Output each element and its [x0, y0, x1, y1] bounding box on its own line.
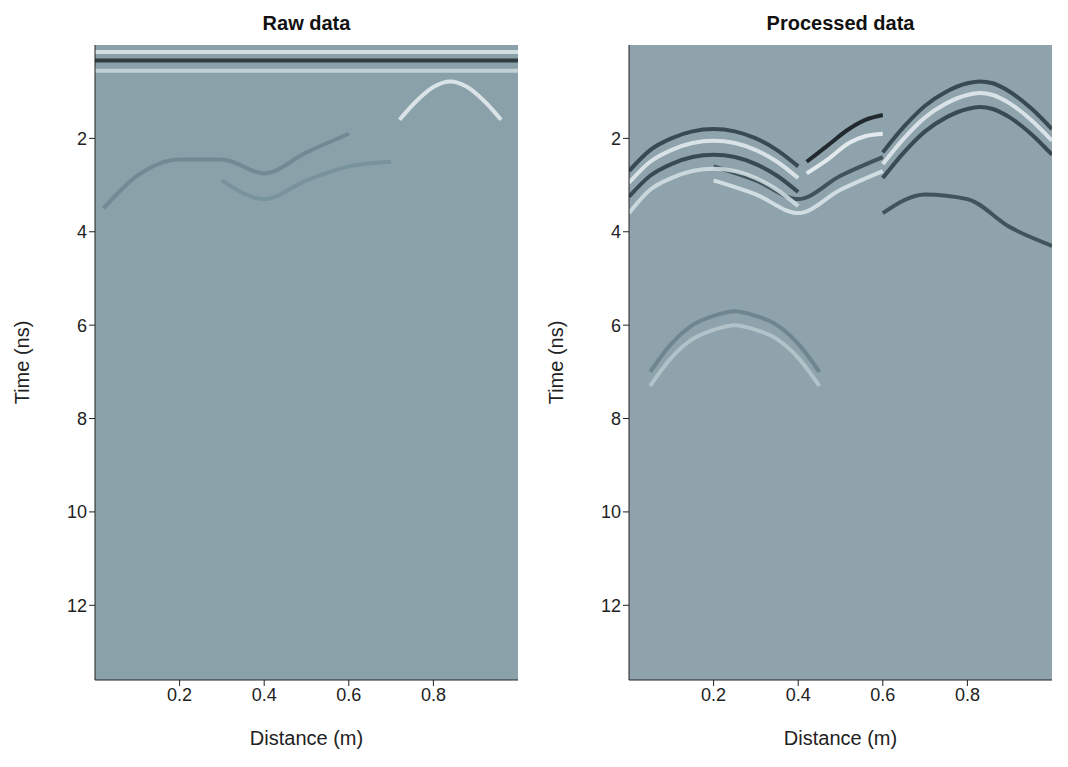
html-text:Processed data: Processed data: [766, 12, 915, 34]
svg-text:8: 8: [77, 409, 87, 429]
svg-text:0.2: 0.2: [167, 685, 192, 705]
svg-text:Time (ns): Time (ns): [545, 321, 567, 405]
svg-text:0.2: 0.2: [701, 685, 726, 705]
svg-text:4: 4: [611, 222, 621, 242]
svg-text:10: 10: [601, 502, 621, 522]
html-text:Raw data: Raw data: [262, 12, 351, 34]
svg-text:0.6: 0.6: [336, 685, 361, 705]
svg-text:12: 12: [67, 596, 87, 616]
svg-text:0.8: 0.8: [955, 685, 980, 705]
svg-text:0.4: 0.4: [786, 685, 811, 705]
svg-text:0.8: 0.8: [421, 685, 446, 705]
svg-text:Distance (m): Distance (m): [250, 727, 363, 749]
svg-text:Distance (m): Distance (m): [784, 727, 897, 749]
svg-text:2: 2: [611, 129, 621, 149]
svg-text:Time (ns): Time (ns): [11, 321, 33, 405]
svg-text:10: 10: [67, 502, 87, 522]
svg-text:8: 8: [611, 409, 621, 429]
svg-text:6: 6: [611, 316, 621, 336]
svg-text:6: 6: [77, 316, 87, 336]
svg-text:12: 12: [601, 596, 621, 616]
svg-text:4: 4: [77, 222, 87, 242]
svg-text:2: 2: [77, 129, 87, 149]
svg-text:0.4: 0.4: [252, 685, 277, 705]
svg-text:0.6: 0.6: [870, 685, 895, 705]
